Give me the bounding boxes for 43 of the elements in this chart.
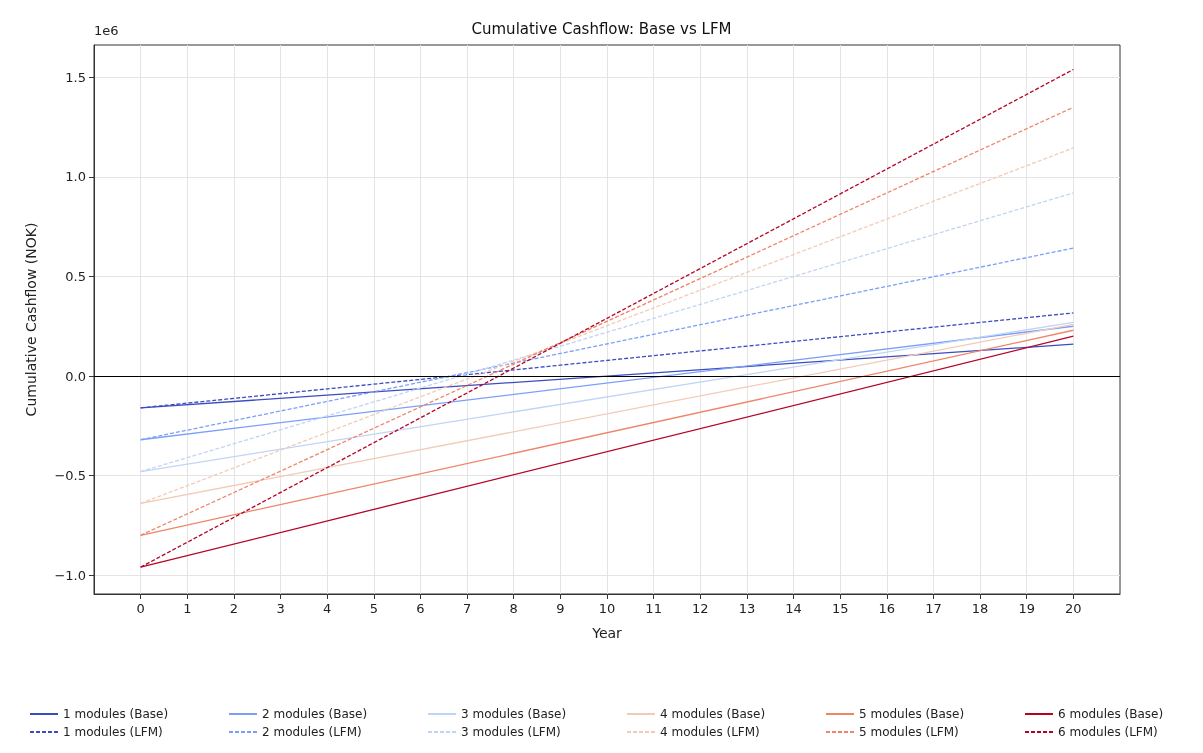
legend-label: 2 modules (Base) <box>262 707 368 721</box>
x-tick-label: 10 <box>598 601 616 616</box>
x-tick-label: 5 <box>369 601 378 616</box>
legend-label: 3 modules (Base) <box>461 707 567 721</box>
x-tick-label: 16 <box>878 601 896 616</box>
x-tick-label: 15 <box>831 601 849 616</box>
x-tick-label: 0 <box>136 601 145 616</box>
y-tick-label: −1.0 <box>54 567 86 583</box>
x-axis-title: Year <box>591 625 623 641</box>
x-tick-label: 2 <box>229 601 239 616</box>
legend-label: 6 modules (Base) <box>1058 707 1164 721</box>
x-tick-label: 6 <box>416 601 425 616</box>
y-tick-label: 0.5 <box>65 269 86 284</box>
x-tick-label: 20 <box>1065 601 1082 616</box>
chart-title: Cumulative Cashflow: Base vs LFM <box>471 19 732 38</box>
legend-label: 1 modules (LFM) <box>63 725 163 739</box>
text: 1e6 <box>94 23 119 38</box>
x-tick-label: 8 <box>509 601 518 616</box>
legend-label: 4 modules (Base) <box>660 707 766 721</box>
x-tick-label: 11 <box>645 601 662 616</box>
y-tick-label: 1.0 <box>65 169 86 185</box>
x-tick-label: 14 <box>785 601 802 616</box>
y-tick-label: 0.0 <box>65 368 86 384</box>
x-tick-label: 7 <box>462 601 472 616</box>
legend-label: 6 modules (LFM) <box>1058 725 1158 739</box>
x-tick-label: 9 <box>556 601 565 616</box>
legend-label: 4 modules (LFM) <box>660 725 760 739</box>
y-tick-label: −0.5 <box>54 468 86 484</box>
y-axis-title: Cumulative Cashflow (NOK) <box>23 222 39 417</box>
x-tick-label: 4 <box>323 601 332 616</box>
x-tick-label: 17 <box>925 601 942 616</box>
legend-label: 2 modules (LFM) <box>262 725 362 739</box>
x-tick-label: 18 <box>971 601 989 616</box>
legend-label: 1 modules (Base) <box>63 707 169 721</box>
legend-label: 5 modules (LFM) <box>859 725 959 739</box>
x-tick-label: 1 <box>183 601 192 616</box>
legend-label: 3 modules (LFM) <box>461 725 561 739</box>
x-tick-label: 13 <box>738 601 756 616</box>
x-tick-label: 19 <box>1018 601 1035 616</box>
y-tick-label: 1.5 <box>65 69 86 85</box>
x-tick-label: 3 <box>276 601 285 616</box>
legend-label: 5 modules (Base) <box>859 707 965 721</box>
x-tick-label: 12 <box>692 601 709 616</box>
